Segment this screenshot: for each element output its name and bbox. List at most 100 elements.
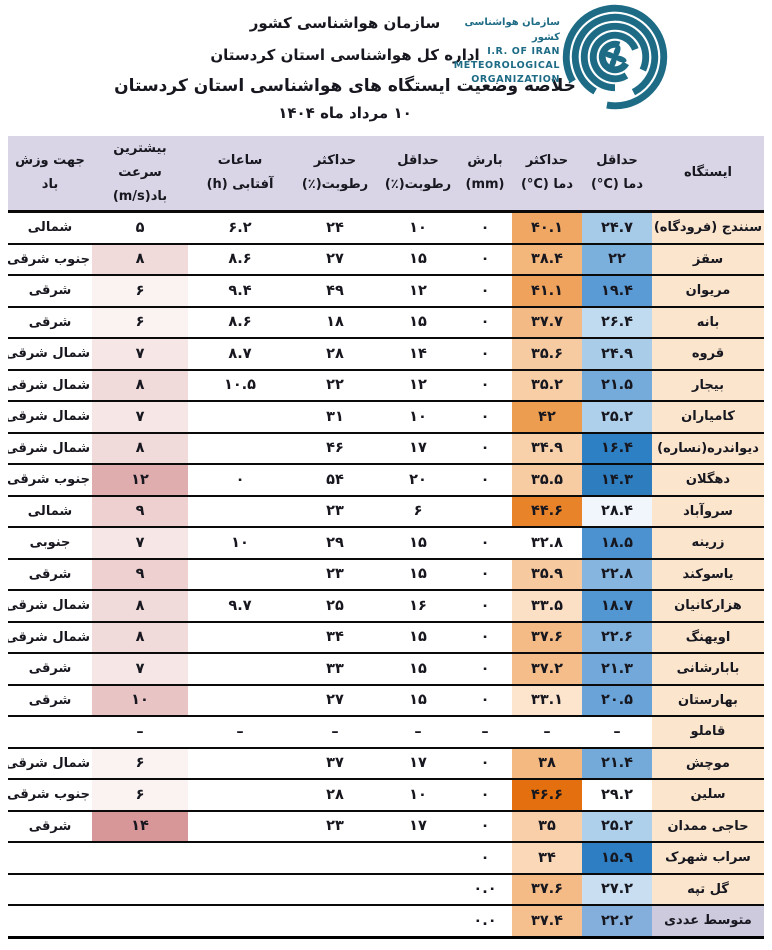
logo-fa-text: سازمان هواشناسی کشور	[464, 17, 560, 43]
column-header-precip: بارش ‎(mm)	[458, 136, 512, 214]
table-row: موچش ۲۱.۴ ۳۸ ۰ ۱۷ ۳۷ ۶ شمال شرقی	[8, 746, 764, 780]
wind-cell: ۸	[92, 589, 188, 622]
sun-cell: ۱۰	[188, 526, 292, 559]
wind-cell: ۸	[92, 620, 188, 654]
dir-cell: شمال شرقی	[8, 368, 92, 402]
column-header-line1: حداکثر	[525, 153, 569, 169]
rhmax-cell: ۲۲	[292, 368, 378, 402]
org-name-line: سازمان هواشناسی کشور	[249, 14, 441, 32]
rhmax-cell: ۲۳	[292, 809, 378, 843]
station-cell: بابارشانی	[652, 652, 764, 685]
wind-cell: ۶	[92, 274, 188, 307]
sun-cell	[188, 400, 292, 433]
table-row: سراب شهرک ۱۵.۹ ۳۴ ۰	[8, 841, 764, 874]
column-header-sun: ساعات آفتابی ‎(h)	[188, 136, 292, 214]
tmax-cell: ۳۷.۲	[512, 652, 582, 685]
dir-cell: شمال شرقی	[8, 337, 92, 370]
column-header-line2: باد‎(m/s)	[112, 189, 168, 205]
dir-cell	[8, 872, 92, 906]
rhmax-cell: ۲۷	[292, 242, 378, 276]
wind-cell: –	[92, 715, 188, 748]
column-header-line2: رطوبت(٪)	[301, 177, 369, 193]
wind-cell: ۱۲	[92, 463, 188, 496]
rhmax-cell: ۲۸	[292, 337, 378, 370]
station-cell: سراب شهرک	[652, 841, 764, 874]
station-cell: زرینه	[652, 526, 764, 559]
tmax-cell: ۳۵.۵	[512, 463, 582, 496]
tmin-cell: ۲۱.۵	[582, 368, 652, 402]
rhmin-cell: ۶	[378, 494, 458, 528]
sun-cell: ۱۰.۵	[188, 368, 292, 402]
wind-cell: ۱۰	[92, 683, 188, 717]
rhmax-cell: ۲۳	[292, 557, 378, 591]
dir-cell: شرقی	[8, 274, 92, 307]
tmax-cell: ۳۵.۶	[512, 337, 582, 370]
precip-cell: –	[458, 715, 512, 748]
column-header-line2: رطوبت(٪)	[384, 177, 452, 193]
sun-cell: ۰	[188, 463, 292, 496]
precip-cell: ۰	[458, 683, 512, 717]
tmin-cell: ۲۶.۴	[582, 305, 652, 339]
dir-cell: شمال شرقی	[8, 620, 92, 654]
rhmin-cell: ۱۰	[378, 400, 458, 433]
column-header-tmax: حداکثر دما ‎(°C)	[512, 136, 582, 214]
tmin-cell: ۲۵.۲	[582, 809, 652, 843]
table-row: هزارکانیان ۱۸.۷ ۳۳.۵ ۰ ۱۶ ۲۵ ۹.۷ ۸ شمال شرقی	[8, 589, 764, 622]
rhmin-cell: ۱۷	[378, 809, 458, 843]
table-body: سنندج (فرودگاه) ۲۴.۷ ۴۰.۱ ۰ ۱۰ ۲۴ ۶.۲ ۵ شمالی سقز…	[8, 211, 764, 938]
dir-cell: جنوب شرقی	[8, 242, 92, 276]
station-cell: کامیاران	[652, 400, 764, 433]
dir-cell: شرقی	[8, 652, 92, 685]
rhmax-cell: ۴۶	[292, 431, 378, 465]
wind-cell: ۶	[92, 305, 188, 339]
precip-cell: ۰	[458, 652, 512, 685]
dir-cell: جنوبی	[8, 526, 92, 559]
precip-cell: ۰	[458, 746, 512, 780]
table-row: مریوان ۱۹.۴ ۴۱.۱ ۰ ۱۲ ۴۹ ۹.۴ ۶ شرقی	[8, 274, 764, 307]
rhmin-cell: ۱۵	[378, 242, 458, 276]
rhmin-cell: ۲۰	[378, 463, 458, 496]
logo-en-line-2: METEOROLOGICAL	[453, 59, 560, 71]
table-row: دهگلان ۱۴.۳ ۳۵.۵ ۰ ۲۰ ۵۴ ۰ ۱۲ جنوب شرقی	[8, 463, 764, 496]
column-header-line1: حداکثر	[313, 153, 357, 169]
tmax-cell: ۳۷.۶	[512, 620, 582, 654]
rhmax-cell	[292, 841, 378, 874]
station-cell: متوسط عددی	[652, 904, 764, 938]
column-header-line1: حداقل	[397, 153, 439, 169]
station-cell: گل تپه	[652, 872, 764, 906]
rhmax-cell: ۵۴	[292, 463, 378, 496]
column-header-line1: ساعات	[217, 153, 263, 169]
report-header: سازمان هواشناسی کشور اداره کل هواشناسی ا…	[0, 0, 772, 136]
rhmax-cell: –	[292, 715, 378, 748]
tmin-cell: ۲۲.۲	[582, 904, 652, 938]
office-name-line: اداره کل هواشناسی استان کردستان	[210, 46, 480, 64]
dir-cell: شمالی	[27, 220, 73, 236]
tmax-cell: ۳۴.۹	[512, 431, 582, 465]
rhmin-cell: ۱۴	[378, 337, 458, 370]
tmax-cell: ۳۳.۱	[512, 683, 582, 717]
rhmin-cell: ۱۰	[378, 778, 458, 811]
tmax-cell: ۳۸	[512, 746, 582, 780]
precip-cell	[458, 494, 512, 528]
tmax-cell: ۳۳.۵	[512, 589, 582, 622]
dir-cell	[8, 715, 92, 748]
rhmin-cell: ۱۷	[378, 431, 458, 465]
tmax-cell: ۳۵.۹	[512, 557, 582, 591]
tmin-cell: ۲۰.۵	[582, 683, 652, 717]
sun-cell	[188, 557, 292, 591]
rhmax-cell: ۳۳	[292, 652, 378, 685]
tmax-cell: –	[512, 715, 582, 748]
sun-cell: –	[188, 715, 292, 748]
table-row: سنندج (فرودگاه) ۲۴.۷ ۴۰.۱ ۰ ۱۰ ۲۴ ۶.۲ ۵ شمالی	[8, 211, 764, 244]
precip-cell: ۰	[458, 620, 512, 654]
rhmin-cell: ۱۵	[378, 305, 458, 339]
sun-cell	[188, 746, 292, 780]
tmax-cell: ۳۵	[512, 809, 582, 843]
rhmax-cell: ۳۱	[292, 400, 378, 433]
logo-en-line-3: ORGANIZATION	[471, 73, 560, 85]
rhmin-cell: ۱۶	[378, 589, 458, 622]
dir-cell: شمال شرقی	[8, 589, 92, 622]
precip-cell: ۰	[458, 242, 512, 276]
tmin-cell: ۱۵.۹	[582, 841, 652, 874]
wind-cell: ۶	[92, 746, 188, 780]
